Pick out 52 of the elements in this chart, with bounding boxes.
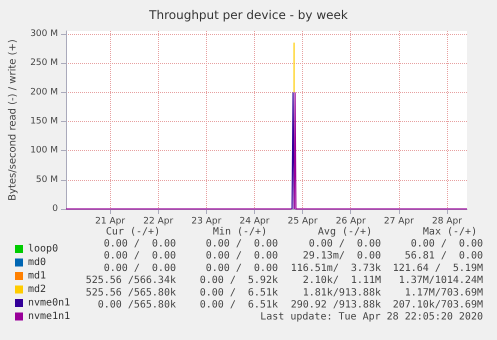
x-tick-label: 25 Apr — [288, 216, 318, 226]
text: 0.00 / 6.51k — [200, 287, 278, 298]
text: 0.00 / 6.51k — [200, 300, 278, 310]
text: 0.00 / 0.00 — [308, 238, 381, 250]
text: 0.00 / 0.00 — [410, 238, 483, 250]
text: 116.51m/ 3.73k — [290, 262, 381, 274]
text: 0.00 / 0.00 — [104, 250, 176, 262]
text: 0.00 / 5.92k — [200, 275, 278, 286]
text: 56.81 / 0.00 — [404, 250, 483, 262]
x-tick-label: 22 Apr — [143, 216, 174, 226]
text: 121.64 / 5.19M — [392, 262, 483, 274]
legend-label: md2 — [28, 284, 46, 295]
x-tick-label: 21 Apr — [95, 216, 126, 226]
y-tick-label: 0 — [52, 204, 58, 214]
y-tick-label: 300 M — [30, 28, 58, 39]
text: 290.92 /913.88k — [290, 300, 381, 310]
text: Max (-/+) — [422, 226, 478, 238]
text: 0.00 /565.80k — [98, 300, 176, 310]
legend-label: nvme0n1 — [28, 298, 70, 308]
text: 0.00 / 0.00 — [206, 262, 278, 274]
text: 1.17M/703.69M — [404, 287, 483, 298]
x-tick-label: 27 Apr — [384, 216, 414, 226]
x-tick-label: 26 Apr — [336, 216, 366, 226]
text: 0.00 / 0.00 — [104, 262, 176, 274]
text: 2.10k/ 1.11M — [302, 275, 381, 286]
x-tick-label: 24 Apr — [240, 216, 270, 226]
chart-title: Throughput per device - by week — [148, 8, 348, 22]
text: 525.56 /566.34k — [86, 275, 176, 286]
y-tick-label: 200 M — [30, 87, 58, 98]
y-tick-label: 100 M — [30, 146, 58, 156]
x-tick-label: 23 Apr — [191, 216, 222, 226]
text: 0.00 / 0.00 — [104, 238, 176, 250]
legend-label: md1 — [28, 270, 46, 282]
text: Last update: Tue Apr 28 22:05:20 2020 — [260, 312, 483, 322]
legend-label: loop0 — [28, 244, 58, 254]
legend-label: md0 — [28, 257, 46, 268]
text: Cur (-/+) — [106, 226, 160, 238]
y-tick-label: 150 M — [30, 116, 58, 126]
text: 1.81k/913.88k — [302, 287, 381, 298]
text: 29.13m/ 0.00 — [302, 250, 381, 262]
text: 0.00 / 0.00 — [206, 250, 278, 262]
y-axis-title: Bytes/second read (-) / write (+) — [8, 39, 18, 201]
x-tick-label: 28 Apr — [432, 216, 462, 226]
text: Avg (-/+) — [318, 226, 372, 238]
y-tick-label: 250 M — [30, 58, 58, 68]
text: 0.00 / 0.00 — [206, 238, 278, 250]
text: 207.10k/703.69M — [392, 300, 483, 310]
text: 1.37M/1014.24M — [398, 275, 483, 286]
text: Min (-/+) — [212, 226, 268, 238]
text: 525.56 /565.80k — [86, 287, 176, 298]
legend-label: nvme1n1 — [28, 311, 70, 322]
y-tick-label: 50 M — [36, 174, 58, 185]
